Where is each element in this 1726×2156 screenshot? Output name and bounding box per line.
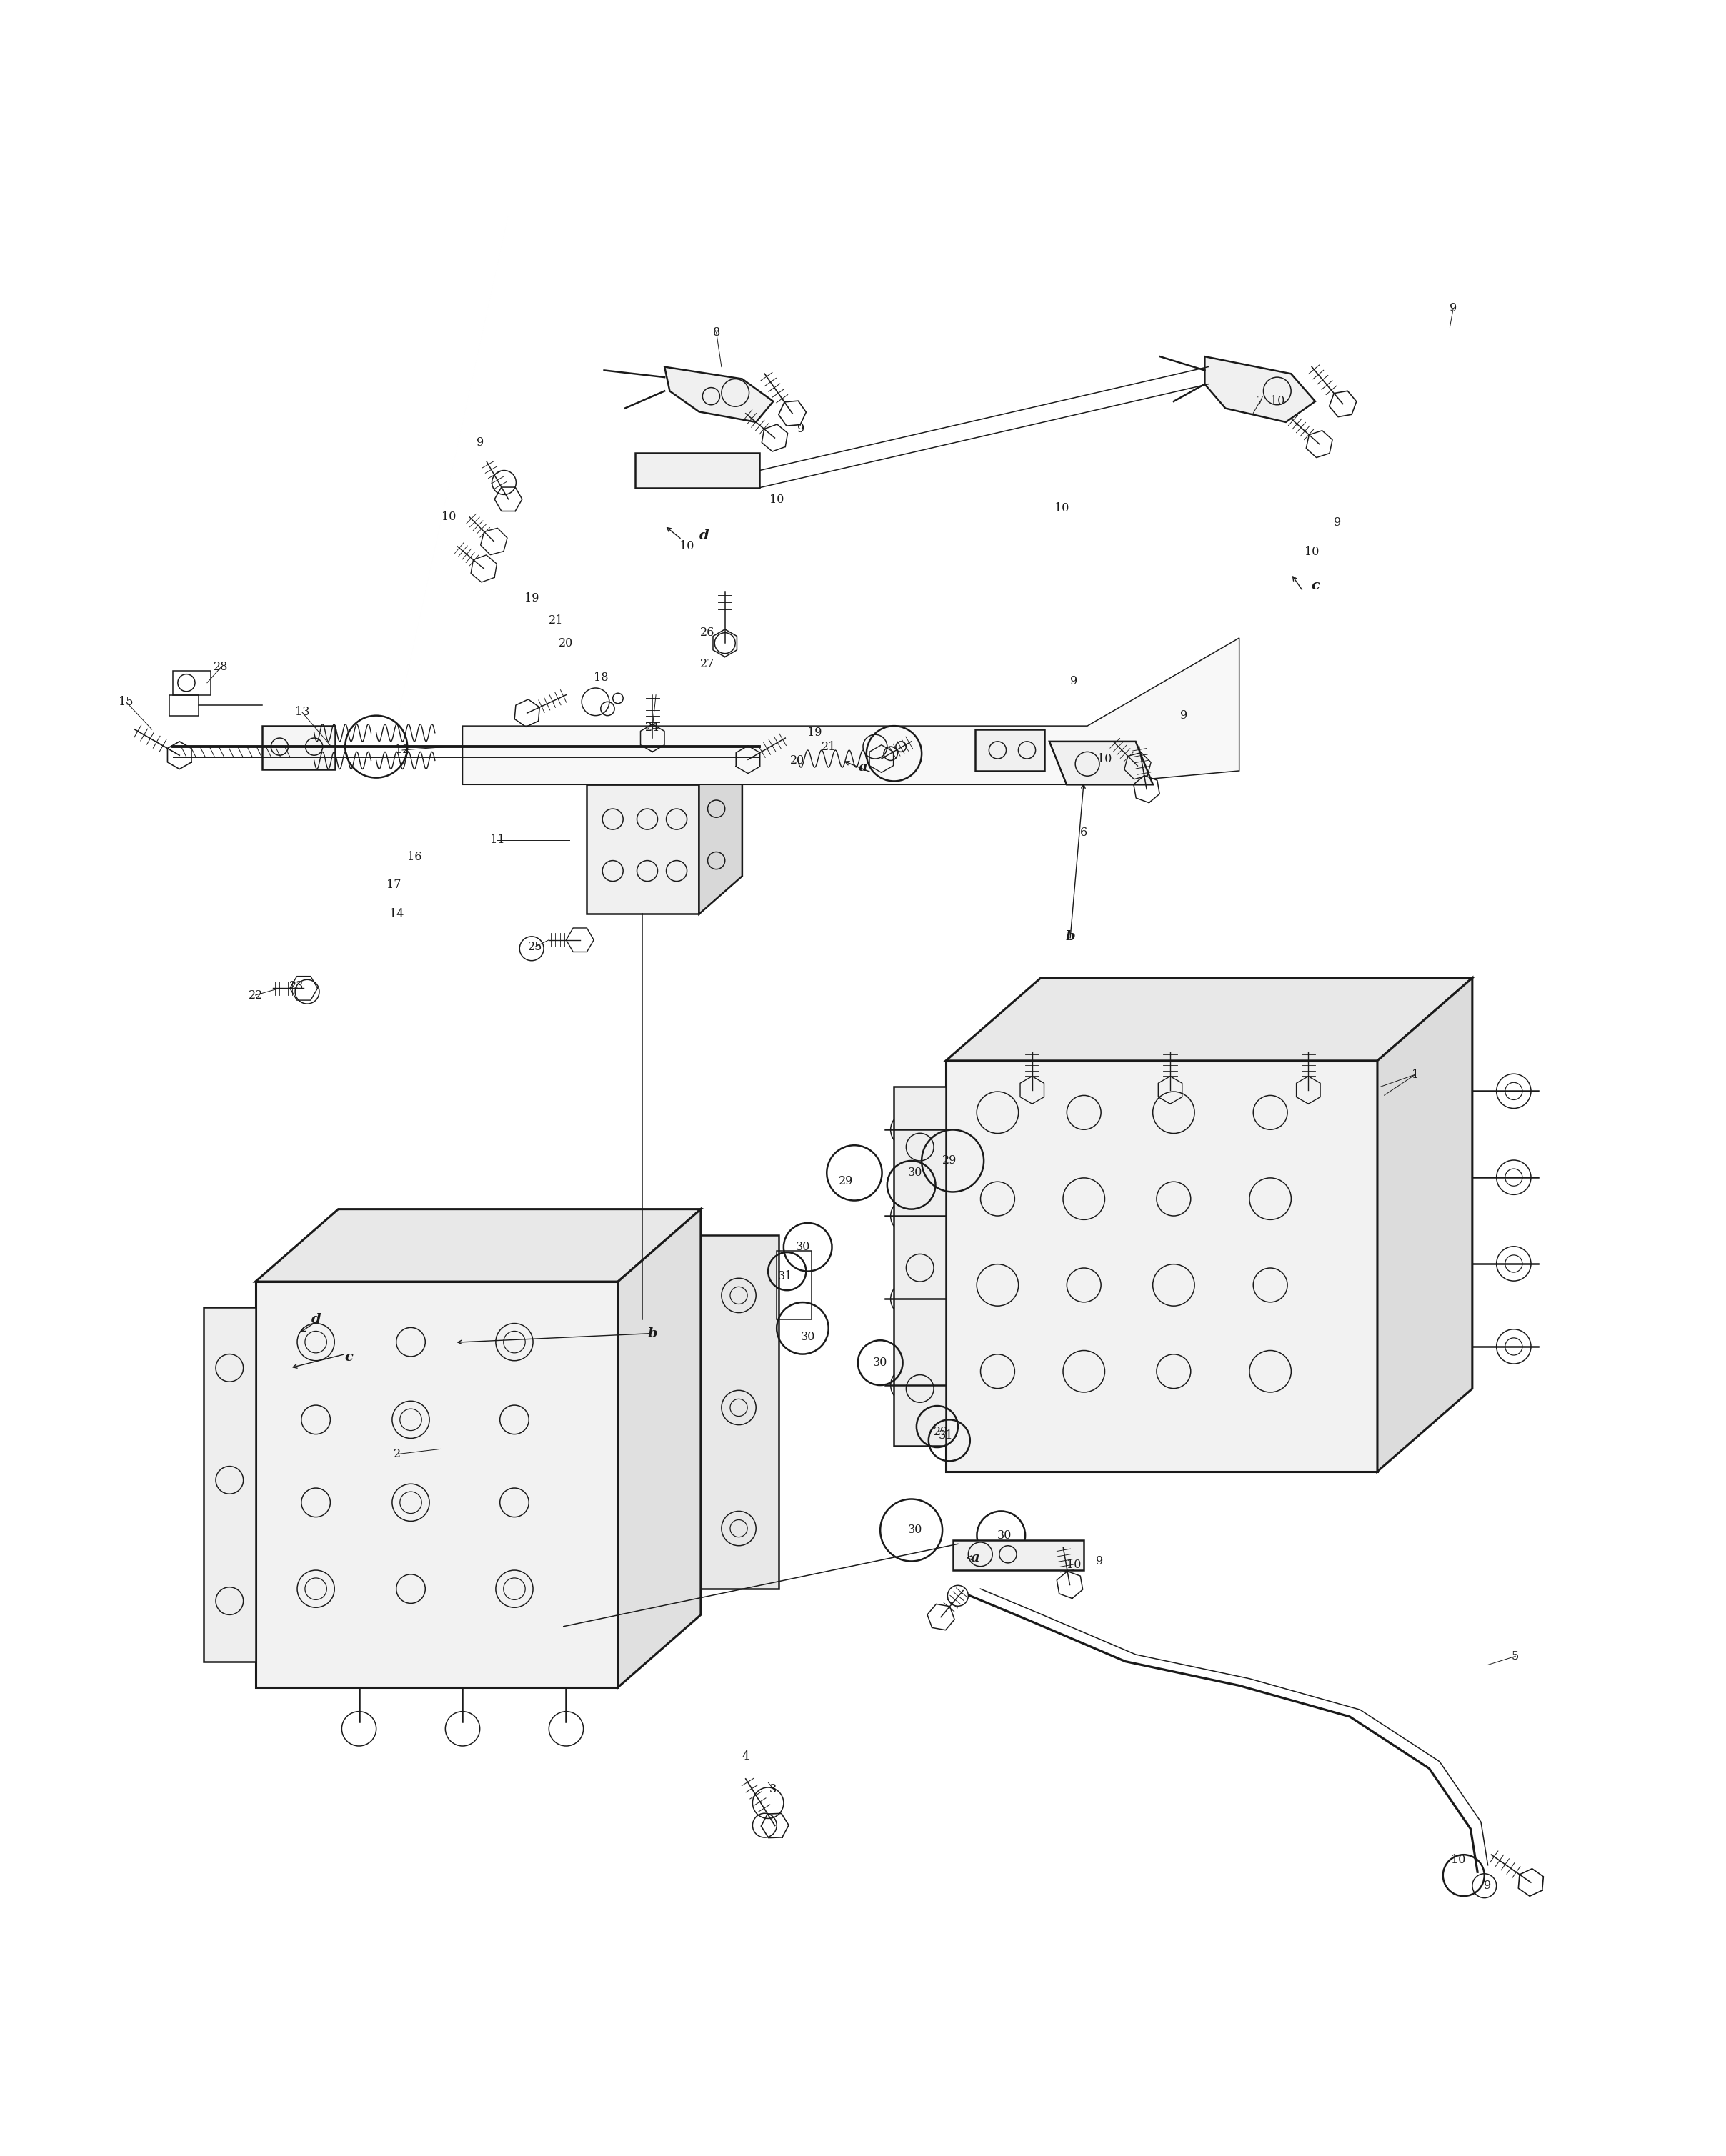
Text: 20: 20 bbox=[791, 755, 804, 768]
Text: 27: 27 bbox=[701, 658, 715, 671]
Text: 20: 20 bbox=[559, 636, 573, 649]
Text: 21: 21 bbox=[822, 740, 835, 752]
Text: 9: 9 bbox=[1070, 675, 1077, 688]
Text: 24: 24 bbox=[646, 722, 659, 733]
Text: 10: 10 bbox=[1098, 752, 1112, 765]
Text: 10: 10 bbox=[442, 511, 456, 524]
Text: 26: 26 bbox=[701, 627, 715, 638]
Text: 10: 10 bbox=[770, 494, 784, 507]
Text: 29: 29 bbox=[934, 1425, 948, 1438]
FancyBboxPatch shape bbox=[204, 1307, 255, 1662]
Text: 2: 2 bbox=[394, 1449, 400, 1460]
Polygon shape bbox=[587, 785, 699, 914]
Text: 1: 1 bbox=[1412, 1069, 1419, 1080]
FancyBboxPatch shape bbox=[894, 1087, 946, 1447]
Text: 12: 12 bbox=[395, 744, 409, 757]
Text: 29: 29 bbox=[839, 1175, 853, 1188]
Polygon shape bbox=[699, 746, 742, 914]
Text: 3: 3 bbox=[770, 1783, 777, 1796]
Text: 4: 4 bbox=[742, 1751, 749, 1761]
Polygon shape bbox=[665, 367, 773, 423]
Text: 10: 10 bbox=[1452, 1854, 1465, 1865]
Text: 22: 22 bbox=[249, 990, 262, 1000]
Text: 19: 19 bbox=[525, 593, 539, 604]
Text: 31: 31 bbox=[778, 1270, 792, 1283]
Text: 16: 16 bbox=[407, 852, 421, 862]
Text: d: d bbox=[311, 1313, 321, 1326]
Polygon shape bbox=[587, 746, 742, 785]
Polygon shape bbox=[946, 979, 1472, 1061]
Text: c: c bbox=[345, 1352, 352, 1365]
Text: 10: 10 bbox=[1270, 395, 1284, 407]
Text: 9: 9 bbox=[1181, 709, 1187, 722]
Polygon shape bbox=[618, 1210, 701, 1688]
Polygon shape bbox=[1377, 979, 1472, 1473]
Text: b: b bbox=[647, 1326, 658, 1339]
Polygon shape bbox=[255, 1210, 701, 1281]
Text: 9: 9 bbox=[797, 423, 804, 436]
FancyBboxPatch shape bbox=[262, 727, 335, 770]
Text: 9: 9 bbox=[476, 438, 483, 448]
Text: 30: 30 bbox=[908, 1166, 922, 1179]
Text: 10: 10 bbox=[1067, 1559, 1080, 1572]
Text: 30: 30 bbox=[796, 1242, 809, 1253]
Text: 13: 13 bbox=[295, 705, 309, 718]
Polygon shape bbox=[463, 638, 1239, 785]
Text: 10: 10 bbox=[1305, 545, 1319, 558]
Text: 30: 30 bbox=[998, 1529, 1011, 1542]
Text: 17: 17 bbox=[387, 880, 400, 890]
Text: 21: 21 bbox=[549, 614, 563, 627]
Text: 11: 11 bbox=[490, 834, 504, 845]
Text: d: d bbox=[699, 530, 709, 543]
Text: 7: 7 bbox=[1257, 395, 1263, 407]
Text: 15: 15 bbox=[119, 696, 133, 707]
Text: 10: 10 bbox=[1055, 502, 1068, 515]
Text: 29: 29 bbox=[942, 1156, 956, 1166]
Text: c: c bbox=[1312, 580, 1319, 593]
Polygon shape bbox=[635, 453, 759, 487]
Text: 30: 30 bbox=[908, 1524, 922, 1537]
Text: a: a bbox=[970, 1552, 980, 1565]
Text: 9: 9 bbox=[1450, 302, 1457, 315]
Text: 18: 18 bbox=[594, 671, 608, 683]
Text: 14: 14 bbox=[390, 908, 404, 921]
Polygon shape bbox=[255, 1281, 618, 1688]
Polygon shape bbox=[1205, 356, 1315, 423]
Text: 9: 9 bbox=[1096, 1554, 1103, 1567]
Polygon shape bbox=[946, 1061, 1377, 1473]
Text: 30: 30 bbox=[873, 1356, 887, 1369]
Text: 10: 10 bbox=[680, 541, 694, 552]
Text: b: b bbox=[1065, 929, 1075, 942]
Text: 9: 9 bbox=[1334, 515, 1341, 528]
Text: 8: 8 bbox=[713, 326, 720, 338]
Text: 30: 30 bbox=[801, 1330, 815, 1343]
Text: 28: 28 bbox=[214, 662, 228, 673]
Text: 6: 6 bbox=[1080, 828, 1087, 839]
FancyBboxPatch shape bbox=[701, 1235, 778, 1589]
Text: 31: 31 bbox=[939, 1429, 953, 1442]
Text: 9: 9 bbox=[1484, 1880, 1491, 1891]
Text: 5: 5 bbox=[1512, 1649, 1519, 1662]
FancyBboxPatch shape bbox=[975, 729, 1044, 772]
Text: 23: 23 bbox=[290, 981, 304, 992]
Text: 25: 25 bbox=[528, 940, 542, 953]
Text: 19: 19 bbox=[808, 727, 822, 740]
Polygon shape bbox=[1049, 742, 1153, 785]
Polygon shape bbox=[953, 1542, 1084, 1570]
Text: a: a bbox=[858, 761, 868, 774]
